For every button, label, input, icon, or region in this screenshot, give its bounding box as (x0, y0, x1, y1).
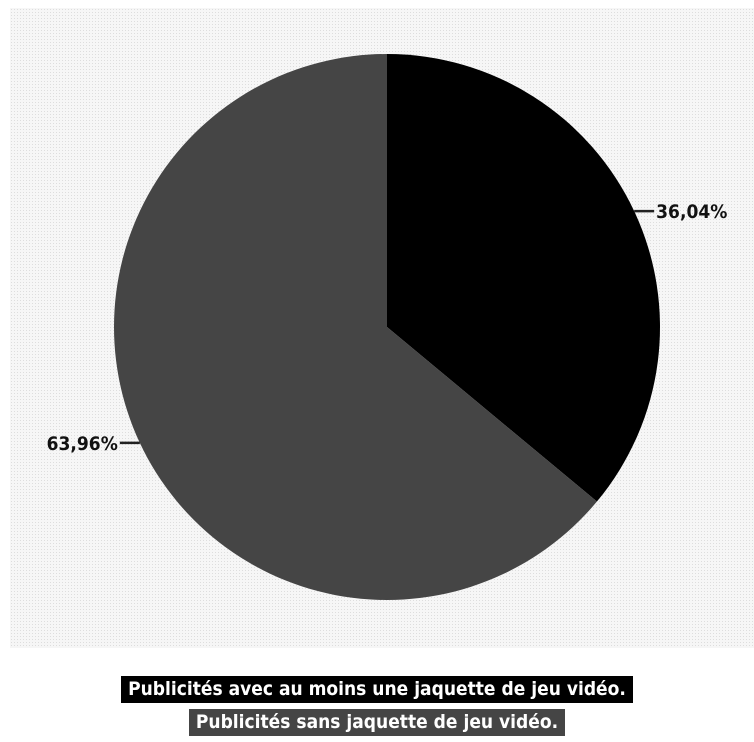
legend-item-with-cover: Publicités avec au moins une jaquette de… (121, 676, 633, 703)
legend-item-without-cover: Publicités sans jaquette de jeu vidéo. (188, 709, 566, 736)
slice-value-label-1: 63,96% (47, 433, 118, 455)
pie-slice-0 (387, 54, 660, 502)
pie-slice-1 (114, 54, 597, 601)
legend: Publicités avec au moins une jaquette de… (0, 676, 754, 736)
slice-value-label-0: 36,04% (656, 201, 727, 223)
